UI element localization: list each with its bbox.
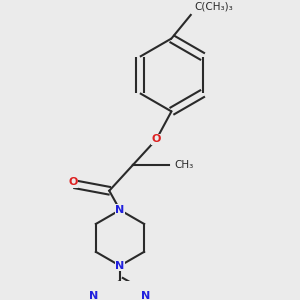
Text: N: N (116, 261, 124, 271)
Text: O: O (68, 177, 77, 187)
Text: N: N (116, 205, 124, 215)
Text: O: O (152, 134, 161, 144)
Text: N: N (89, 291, 99, 300)
Text: N: N (141, 291, 151, 300)
Text: CH₃: CH₃ (174, 160, 194, 170)
Text: C(CH₃)₃: C(CH₃)₃ (194, 2, 233, 11)
